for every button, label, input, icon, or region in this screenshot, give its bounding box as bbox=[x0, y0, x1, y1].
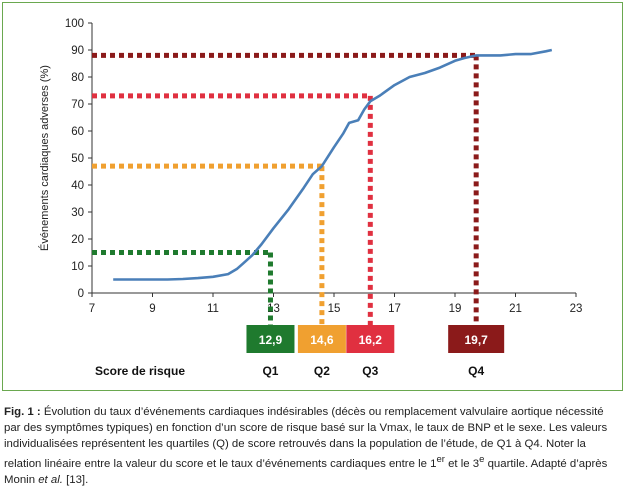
y-tick-label: 0 bbox=[78, 288, 84, 300]
quartile-score-value: 16,2 bbox=[359, 333, 383, 347]
x-axis-label: Score de risque bbox=[95, 364, 185, 378]
quartile-score-value: 12,9 bbox=[259, 333, 283, 347]
y-tick-label: 20 bbox=[71, 234, 84, 246]
y-axis-label: Événements cardiaques adverses (%) bbox=[38, 65, 51, 251]
caption-end: [13]. bbox=[62, 473, 89, 486]
quartile-score-value: 19,7 bbox=[464, 333, 488, 347]
x-tick-label: 13 bbox=[267, 303, 280, 315]
quartile-label: Q1 bbox=[262, 364, 278, 378]
y-tick-label: 100 bbox=[65, 18, 84, 30]
quartile-guide-lines bbox=[92, 52, 479, 325]
event-rate-curve-group bbox=[113, 48, 553, 281]
chart-axes: 0 10 20 30 40 50 60 70 80 90 100 7 9 11 13 15 17 19 21 23 bbox=[65, 18, 583, 315]
y-tick-label: 80 bbox=[71, 72, 84, 84]
y-tick-label: 30 bbox=[71, 207, 84, 219]
caption-sup-1: er bbox=[436, 454, 445, 465]
x-tick-label: 17 bbox=[388, 303, 401, 315]
x-tick-label: 21 bbox=[509, 303, 522, 315]
caption-text: Évolution du taux d’événements cardiaque… bbox=[4, 406, 608, 470]
caption-mid-2: quartile. Adapté d’après Monin bbox=[4, 457, 608, 486]
caption-sup-2: e bbox=[479, 454, 485, 465]
x-tick-label: 9 bbox=[149, 303, 155, 315]
x-tick-label: 19 bbox=[449, 303, 462, 315]
y-tick-label: 60 bbox=[71, 126, 84, 138]
quartile-boxes: 12,9 Q1 14,6 Q2 16,2 Q3 19,7 Q4 bbox=[246, 325, 505, 378]
caption-etal: et al. bbox=[38, 473, 63, 486]
y-tick-label: 90 bbox=[71, 45, 84, 57]
y-tick-label: 70 bbox=[71, 99, 84, 111]
quartile-score-box bbox=[448, 325, 505, 353]
caption-prefix: Fig. 1 : bbox=[4, 406, 41, 418]
y-tick-label: 40 bbox=[71, 180, 84, 192]
figure-caption: Fig. 1 : Évolution du taux d’événements … bbox=[4, 404, 622, 488]
x-tick-label: 23 bbox=[570, 303, 583, 315]
x-tick-label: 7 bbox=[89, 303, 95, 315]
quartile-score-box bbox=[346, 325, 395, 353]
quartile-label: Q2 bbox=[314, 364, 330, 378]
caption-mid: et le 3 bbox=[444, 457, 480, 470]
quartile-score-box bbox=[246, 325, 295, 353]
quartile-label: Q4 bbox=[468, 364, 484, 378]
event-rate-curve bbox=[113, 48, 553, 281]
risk-score-chart: 0 10 20 30 40 50 60 70 80 90 100 7 9 11 13 15 17 19 21 23 1… bbox=[38, 18, 583, 378]
y-tick-label: 10 bbox=[71, 261, 84, 273]
quartile-score-box bbox=[297, 325, 346, 353]
x-tick-label: 15 bbox=[328, 303, 341, 315]
quartile-label: Q3 bbox=[362, 364, 378, 378]
quartile-score-value: 14,6 bbox=[310, 333, 334, 347]
x-tick-label: 11 bbox=[207, 303, 219, 315]
y-tick-label: 50 bbox=[71, 153, 84, 165]
